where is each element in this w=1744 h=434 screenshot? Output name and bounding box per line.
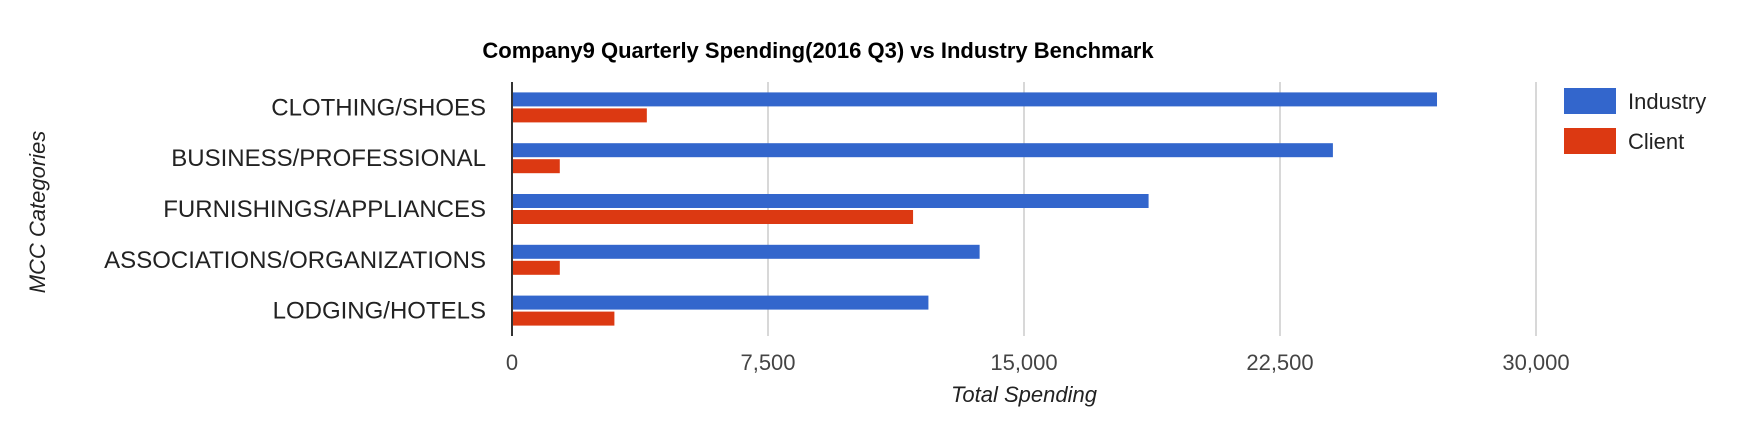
legend-label-client: Client	[1628, 129, 1684, 154]
x-tick-label-1: 7,500	[740, 350, 795, 375]
x-axis-title: Total Spending	[951, 382, 1098, 407]
legend: Industry Client	[1564, 88, 1706, 154]
category-label-2: FURNISHINGS/APPLIANCES	[163, 196, 486, 223]
category-label-4: LODGING/HOTELS	[273, 298, 486, 325]
bar-client-4	[512, 311, 615, 326]
x-tick-label-3: 22,500	[1246, 350, 1313, 375]
bar-client-0	[512, 108, 647, 123]
bar-client-1	[512, 159, 560, 174]
bars	[512, 92, 1438, 326]
bar-industry-3	[512, 244, 980, 259]
x-tick-label-0: 0	[506, 350, 518, 375]
x-tick-label-2: 15,000	[990, 350, 1057, 375]
category-label-0: CLOTHING/SHOES	[271, 94, 486, 121]
grid-lines	[767, 82, 1537, 336]
bar-industry-0	[512, 92, 1438, 107]
category-labels: CLOTHING/SHOES BUSINESS/PROFESSIONAL FURNI…	[104, 94, 486, 324]
chart-title: Company9 Quarterly Spending(2016 Q3) vs …	[482, 38, 1154, 63]
x-tick-label-4: 30,000	[1502, 350, 1569, 375]
category-label-1: BUSINESS/PROFESSIONAL	[171, 145, 486, 172]
legend-swatch-industry	[1564, 88, 1616, 114]
bar-industry-4	[512, 295, 929, 310]
legend-swatch-client	[1564, 128, 1616, 154]
y-axis-title: MCC Categories	[25, 131, 50, 294]
legend-label-industry: Industry	[1628, 89, 1706, 114]
bar-industry-1	[512, 143, 1333, 158]
bar-client-3	[512, 260, 560, 275]
x-tick-labels: 0 7,500 15,000 22,500 30,000	[506, 350, 1570, 375]
category-label-3: ASSOCIATIONS/ORGANIZATIONS	[104, 247, 486, 274]
bar-industry-2	[512, 194, 1149, 208]
bar-client-2	[512, 210, 914, 224]
